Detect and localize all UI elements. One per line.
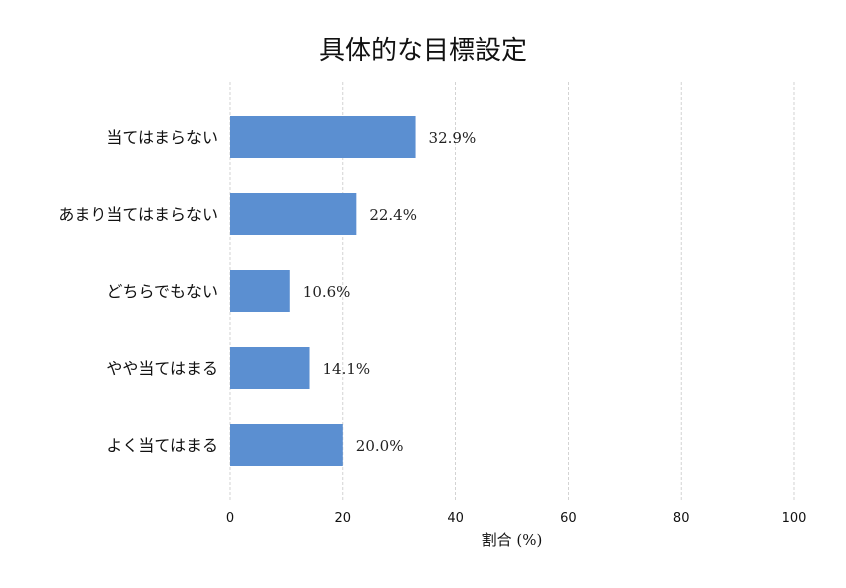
bar xyxy=(230,347,310,389)
category-label: あまり当てはまらない xyxy=(58,205,218,224)
x-tick-label: 60 xyxy=(560,511,577,526)
value-label: 10.6% xyxy=(303,283,351,301)
chart-title: 具体的な目標設定 xyxy=(318,36,527,66)
x-tick-label: 0 xyxy=(226,511,234,526)
x-tick-label: 40 xyxy=(447,511,464,526)
value-label: 14.1% xyxy=(323,360,371,378)
x-tick-label: 20 xyxy=(335,511,352,526)
category-label: どちらでもない xyxy=(106,282,218,301)
x-tick-label: 100 xyxy=(782,511,807,526)
labels: 当てはまらない 32.9% あまり当てはまらない 22.4% どちらでもない 10.6% や… xyxy=(58,128,476,455)
category-label: 当てはまらない xyxy=(106,128,218,147)
bar xyxy=(230,270,290,312)
category-label: やや当てはまる xyxy=(106,359,218,378)
category-label: よく当てはまる xyxy=(106,436,218,455)
x-axis-ticks: 0 20 40 60 80 100 xyxy=(226,511,807,526)
bars xyxy=(230,116,416,466)
x-axis-title: 割合 (%) xyxy=(482,531,543,549)
x-tick-label: 80 xyxy=(673,511,690,526)
bar xyxy=(230,424,343,466)
value-label: 20.0% xyxy=(356,437,404,455)
bar xyxy=(230,116,416,158)
value-label: 22.4% xyxy=(369,206,417,224)
value-label: 32.9% xyxy=(429,129,477,147)
bar xyxy=(230,193,357,235)
